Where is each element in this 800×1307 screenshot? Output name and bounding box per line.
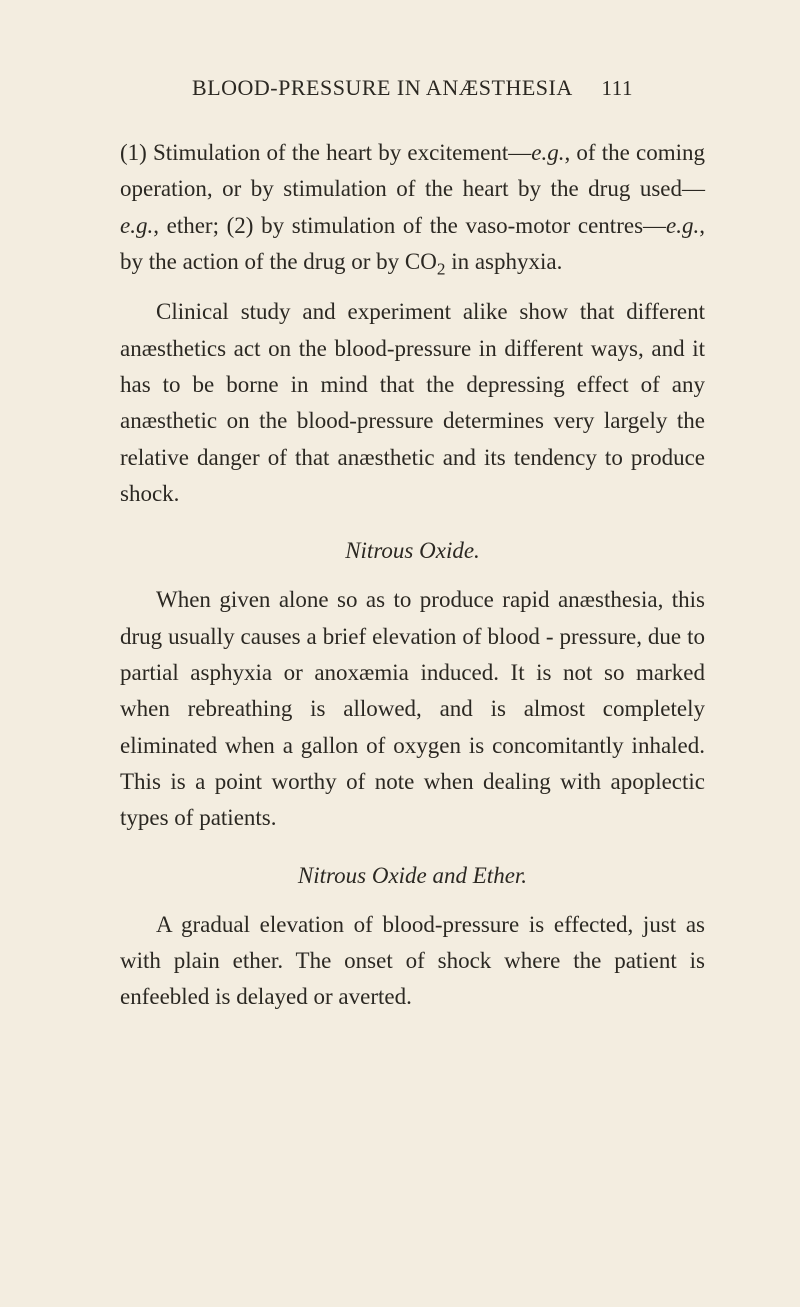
p1-eg-2: e.g. <box>120 213 153 238</box>
p1-text-e: in asphyxia. <box>445 249 562 274</box>
page: BLOOD-PRESSURE IN ANÆSTHESIA 111 (1) Sti… <box>0 0 800 1307</box>
p1-eg-3: e.g. <box>666 213 699 238</box>
paragraph-2: Clinical study and experiment alike show… <box>120 294 705 512</box>
p1-text-c: , ether; (2) by stimulation of the vaso-… <box>153 213 666 238</box>
p1-eg-1: e.g. <box>531 140 564 165</box>
section-heading-nitrous-oxide: Nitrous Oxide. <box>120 538 705 564</box>
running-head: BLOOD-PRESSURE IN ANÆSTHESIA 111 <box>120 75 705 101</box>
paragraph-4: A gradual elevation of blood-pressure is… <box>120 907 705 1016</box>
running-head-title: BLOOD-PRESSURE IN ANÆSTHESIA <box>192 75 572 100</box>
running-head-page-number: 111 <box>602 76 633 100</box>
p1-text-a: (1) Stimulation of the heart by exciteme… <box>120 140 531 165</box>
paragraph-3: When given alone so as to produce rapid … <box>120 582 705 836</box>
section-heading-nitrous-oxide-and-ether: Nitrous Oxide and Ether. <box>120 863 705 889</box>
paragraph-1: (1) Stimulation of the heart by exciteme… <box>120 135 705 280</box>
